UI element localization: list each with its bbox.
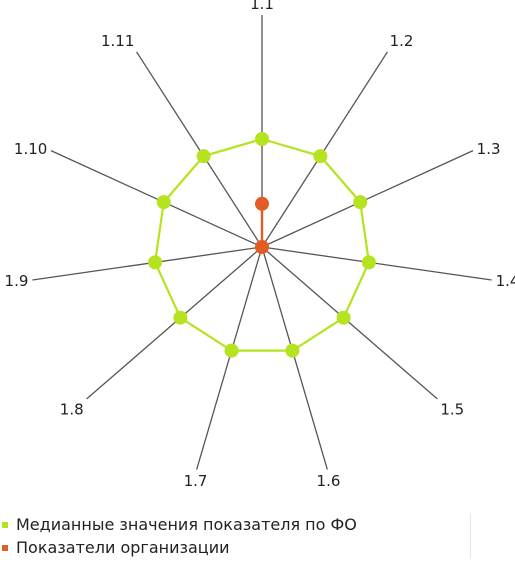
axis-label-1.6: 1.6	[317, 472, 341, 490]
legend-swatch-median	[2, 521, 8, 528]
axis-label-1.3: 1.3	[477, 140, 501, 158]
axis-line-1.5	[261, 246, 438, 400]
point-series-0-1.6	[285, 343, 300, 358]
axis-line-1.9	[32, 246, 263, 281]
point-series-0-1.1	[255, 132, 269, 146]
axes-layer	[32, 15, 492, 470]
axis-label-1.9: 1.9	[5, 272, 29, 290]
axis-line-1.4	[261, 246, 492, 281]
point-series-0-1.8	[173, 310, 188, 325]
axis-label-1.4: 1.4	[496, 272, 515, 290]
series-0-outline	[153, 137, 371, 352]
legend-swatch-organization	[2, 544, 8, 551]
point-series-0-1.4	[361, 255, 376, 270]
legend-label-organization: Показатели организации	[16, 538, 230, 557]
radar-chart: 1.1 1.2 1.3 1.4 1.5 1.6 1.7 1.8 1.9 1.10 1.11	[5, 0, 515, 490]
axis-line-1.7	[196, 246, 263, 470]
legend-item-median: Медианные значения показателя по ФО	[0, 513, 470, 536]
point-series-0-1.2	[313, 149, 328, 164]
axis-label-1.8: 1.8	[60, 400, 84, 418]
point-series-0-1.7	[224, 343, 239, 358]
axis-line-1.8	[86, 246, 263, 400]
point-series-0-1.5	[336, 310, 351, 325]
point-series-0-1.11	[196, 149, 211, 164]
legend-label-median: Медианные значения показателя по ФО	[16, 515, 357, 534]
axis-line-1.6	[261, 246, 328, 470]
point-series-0-1.9	[148, 255, 163, 270]
point-series-0-1.3	[353, 195, 368, 210]
axis-line-1.10	[50, 150, 263, 248]
axis-label-1.7: 1.7	[184, 472, 208, 490]
legend: Медианные значения показателя по ФО Пока…	[0, 513, 471, 559]
series-layer	[148, 132, 376, 358]
axis-line-1.2	[261, 51, 388, 248]
point-series-1-1.1	[255, 196, 269, 211]
legend-item-organization: Показатели организации	[0, 536, 470, 559]
axis-label-1.11: 1.11	[101, 32, 134, 50]
axis-line-1.3	[261, 150, 474, 248]
axis-label-1.1: 1.1	[250, 0, 274, 13]
axis-label-1.10: 1.10	[14, 140, 47, 158]
axis-label-1.5: 1.5	[440, 400, 464, 418]
labels-layer: 1.1 1.2 1.3 1.4 1.5 1.6 1.7 1.8 1.9 1.10 1.11	[5, 0, 515, 490]
point-series-1-1.2	[255, 240, 269, 254]
axis-label-1.2: 1.2	[390, 32, 414, 50]
axis-line-1.11	[136, 51, 263, 248]
point-series-0-1.10	[156, 195, 171, 210]
